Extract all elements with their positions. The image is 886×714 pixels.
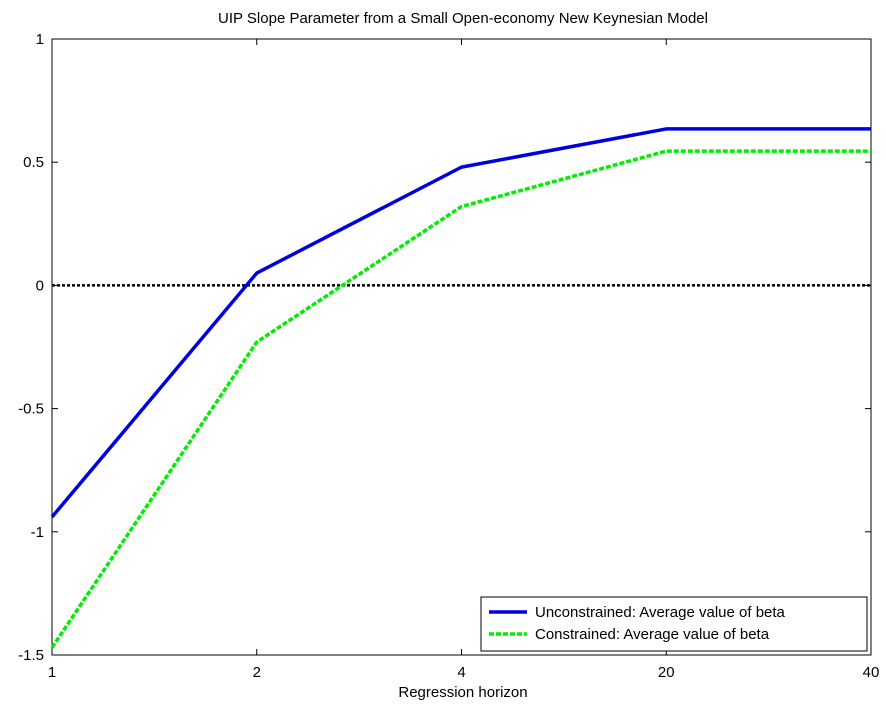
- x-tick-label: 1: [48, 664, 56, 681]
- legend-label-1: Constrained: Average value of beta: [535, 626, 770, 643]
- y-tick-label: -1.5: [18, 647, 44, 664]
- y-tick-label: 0.5: [23, 154, 44, 171]
- x-tick-label: 20: [658, 664, 675, 681]
- x-tick-label: 2: [253, 664, 261, 681]
- y-tick-label: -1: [31, 524, 44, 541]
- y-tick-label: 0: [36, 277, 44, 294]
- y-tick-label: -0.5: [18, 401, 44, 418]
- y-tick-label: 1: [36, 31, 44, 48]
- x-tick-label: 40: [863, 664, 880, 681]
- chart-title: UIP Slope Parameter from a Small Open-ec…: [218, 10, 708, 27]
- legend-label-0: Unconstrained: Average value of beta: [535, 604, 786, 621]
- x-tick-label: 4: [457, 664, 465, 681]
- x-axis-label: Regression horizon: [398, 684, 527, 701]
- plot-area: -1.5 -1 -0.5 0 0.5 1 1 2 4 20 40 Unconstrained: Ave…: [18, 31, 879, 681]
- plot-frame: [52, 39, 871, 655]
